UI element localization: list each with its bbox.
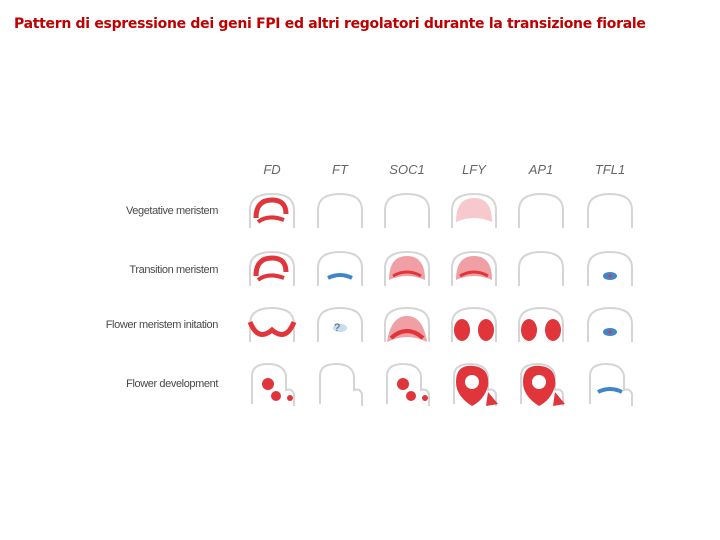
- meristem-ft-2: [317, 306, 363, 342]
- meristem-fd-3: [251, 362, 295, 406]
- meristem-ap1-3: [520, 362, 565, 406]
- meristem-lfy-2: [451, 306, 497, 342]
- gene-label-soc1: SOC1: [389, 162, 425, 177]
- stage-label-flower-development: Flower development: [126, 378, 218, 390]
- meristem-fd-1: [249, 250, 295, 286]
- meristem-lfy-3: [453, 362, 498, 406]
- stage-label-vegetative: Vegetative meristem: [125, 205, 218, 217]
- meristem-soc1-3: [386, 362, 430, 406]
- gene-label-tfl1: TFL1: [594, 162, 626, 177]
- stage-label-flower-initiation: Flower meristem initation: [105, 319, 219, 331]
- meristem-tfl1-0: [587, 192, 633, 228]
- meristem-fd-2: [247, 306, 297, 342]
- meristem-soc1-2: [384, 306, 430, 342]
- meristem-ft-0: [317, 192, 363, 228]
- gene-label-lfy: LFY: [462, 162, 486, 177]
- meristem-lfy-0: [451, 192, 497, 228]
- gene-label-ft: FT: [332, 162, 348, 177]
- meristem-ft-1: [317, 250, 363, 286]
- meristem-soc1-0: [384, 192, 430, 228]
- meristem-tfl1-1: [587, 250, 633, 286]
- gene-label-ap1: AP1: [528, 162, 554, 177]
- meristem-fd-0: [249, 192, 295, 228]
- unknown-expression-marker: ?: [334, 322, 341, 334]
- stage-label-transition: Transition meristem: [129, 264, 218, 276]
- slide-title: Pattern di espressione dei geni FPI ed a…: [14, 16, 646, 32]
- meristem-lfy-1: [451, 250, 497, 286]
- meristem-tfl1-3: [589, 362, 633, 406]
- gene-label-fd: FD: [263, 162, 281, 177]
- meristem-ap1-2: [518, 306, 564, 342]
- meristem-ap1-0: [518, 192, 564, 228]
- meristem-ft-3: [319, 362, 363, 406]
- expression-figure: FD FT SOC1 LFY AP1 TFL1 Vegetative meris…: [70, 150, 650, 430]
- meristem-tfl1-2: [587, 306, 633, 342]
- meristem-ap1-1: [518, 250, 564, 286]
- meristem-soc1-1: [384, 250, 430, 286]
